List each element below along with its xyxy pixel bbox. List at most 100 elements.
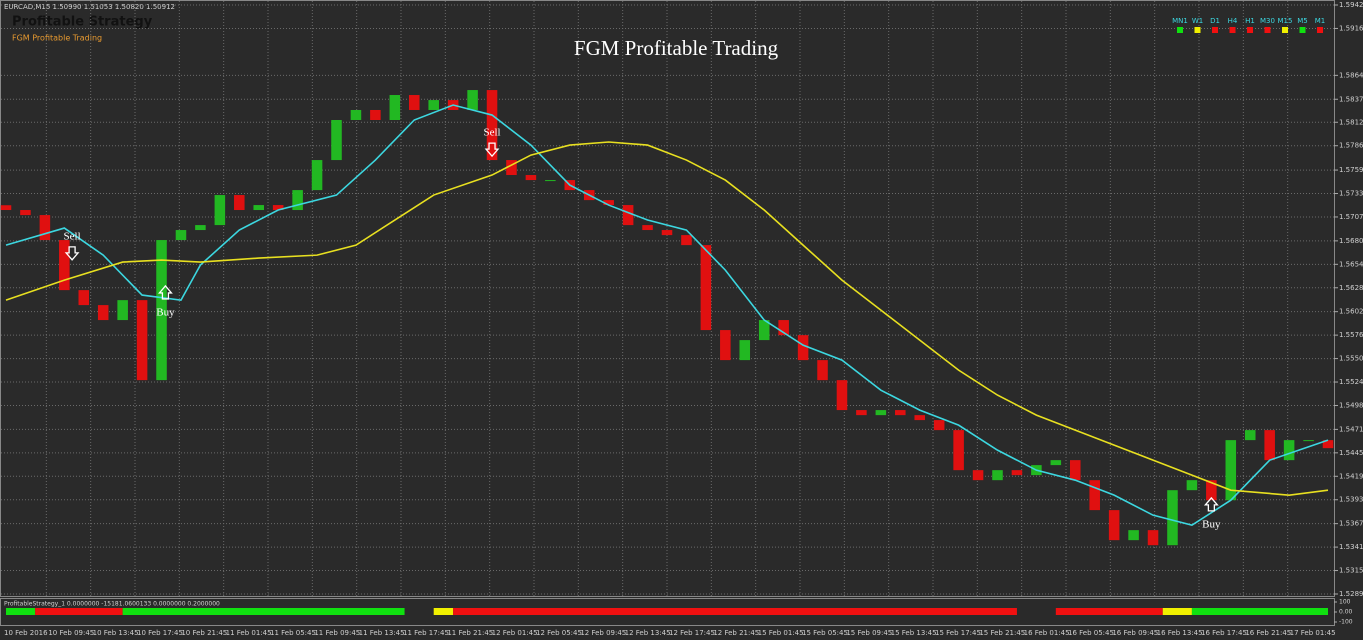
indicator-segment <box>1055 608 1163 615</box>
indicator-segment <box>122 608 405 615</box>
y-tick-label: 1.58375 <box>1339 95 1363 103</box>
candle-body <box>1283 440 1295 461</box>
x-tick-label: 10 Feb 2016 <box>4 629 48 637</box>
candle-body <box>350 109 362 121</box>
candle-body <box>195 225 206 231</box>
timeframe-label: MN1 <box>1172 17 1188 25</box>
candle-body <box>175 230 187 241</box>
x-tick-label: 12 Feb 21:45 <box>713 629 759 637</box>
x-tick-label: 16 Feb 21:45 <box>1245 629 1291 637</box>
candle-body <box>214 195 226 226</box>
y-tick-label: 1.56545 <box>1339 260 1363 268</box>
x-tick-label: 10 Feb 09:45 <box>48 629 94 637</box>
x-tick-label: 16 Feb 05:45 <box>1068 629 1114 637</box>
candle-body <box>20 210 31 216</box>
y-tick-label: 1.57590 <box>1339 166 1363 174</box>
candle-body <box>408 95 420 110</box>
timeframe-dot <box>1282 27 1288 33</box>
candle-body <box>720 330 731 361</box>
y-tick-label: 1.55500 <box>1339 355 1363 363</box>
candle-body <box>622 205 634 226</box>
y-tick-label: 1.54980 <box>1339 401 1363 409</box>
candle-body <box>39 215 51 241</box>
x-tick-label: 11 Feb 13:45 <box>359 629 405 637</box>
candle-body <box>117 300 128 321</box>
x-tick-label: 16 Feb 13:45 <box>1157 629 1203 637</box>
y-tick-label: 1.57860 <box>1339 142 1363 150</box>
chart-title: FGM Profitable Trading <box>574 36 779 60</box>
y-tick-label: 1.54455 <box>1339 449 1363 457</box>
timeframe-dot <box>1212 27 1218 33</box>
x-tick-label: 16 Feb 17:45 <box>1201 629 1247 637</box>
y-tick-label: 1.53935 <box>1339 496 1363 504</box>
candle-body <box>992 470 1003 481</box>
y-tick-label: 1.56020 <box>1339 308 1363 316</box>
indicator-tick-label: 100 <box>1339 599 1351 606</box>
x-tick-label: 15 Feb 05:45 <box>802 629 848 637</box>
y-tick-label: 1.56805 <box>1339 237 1363 245</box>
timeframe-dot <box>1264 27 1271 33</box>
candle-body <box>875 410 887 416</box>
candle-body <box>1147 530 1159 546</box>
candle-body <box>97 305 109 321</box>
x-tick-label: 10 Feb 21:45 <box>181 629 227 637</box>
symbol-info: EURCAD,M15 1.50990 1.51053 1.50820 1.509… <box>4 3 175 11</box>
candle-body <box>1108 510 1120 541</box>
candle-body <box>136 300 148 381</box>
timeframe-label: M5 <box>1297 17 1308 25</box>
candle-body <box>506 160 517 176</box>
y-tick-label: 1.54195 <box>1339 472 1363 480</box>
candle-body <box>0 205 12 211</box>
timeframe-dot <box>1229 27 1236 33</box>
x-tick-label: 16 Feb 01:45 <box>1024 629 1070 637</box>
timeframe-dot <box>1177 27 1183 33</box>
y-tick-label: 1.59420 <box>1339 1 1363 9</box>
timeframe-dot <box>1194 27 1201 33</box>
timeframe-label: M15 <box>1278 17 1293 25</box>
candle-body <box>661 230 673 236</box>
x-tick-label: 15 Feb 13:45 <box>891 629 937 637</box>
signal-label: Sell <box>483 127 500 139</box>
y-tick-label: 1.57070 <box>1339 213 1363 221</box>
candle-body <box>797 335 809 361</box>
y-tick-label: 1.59160 <box>1339 24 1363 32</box>
x-tick-label: 12 Feb 09:45 <box>580 629 626 637</box>
candle-body <box>1206 480 1217 501</box>
x-tick-label: 10 Feb 13:45 <box>93 629 139 637</box>
y-tick-label: 1.53150 <box>1339 567 1363 575</box>
candle-body <box>1128 530 1139 541</box>
candle-body <box>1186 480 1198 491</box>
timeframe-label: H1 <box>1245 17 1255 25</box>
candle-body <box>758 320 770 341</box>
signal-label: Buy <box>156 306 175 318</box>
candle-body <box>1167 490 1178 546</box>
candle-body <box>1225 440 1237 501</box>
signal-label: Sell <box>64 230 81 242</box>
main-frame <box>0 0 1335 597</box>
y-tick-label: 1.52890 <box>1339 590 1363 598</box>
indicator-tick-label: -100 <box>1339 619 1353 626</box>
x-tick-label: 12 Feb 01:45 <box>492 629 538 637</box>
x-tick-label: 11 Feb 05:45 <box>270 629 316 637</box>
signal-label: Buy <box>1202 518 1221 530</box>
candle-body <box>681 235 692 246</box>
signal-arrow <box>158 284 173 300</box>
candle-body <box>778 320 789 336</box>
x-tick-label: 17 Feb 01:45 <box>1290 629 1336 637</box>
indicator-segment <box>35 608 123 615</box>
candle-body <box>78 290 90 306</box>
candle-body <box>603 200 614 206</box>
candle-body <box>914 415 926 421</box>
candle-body <box>1069 460 1081 481</box>
x-tick-label: 15 Feb 01:45 <box>758 629 804 637</box>
candle-body <box>972 470 984 481</box>
candle-body <box>467 90 478 110</box>
y-tick-label: 1.55240 <box>1339 378 1363 386</box>
candle-body <box>856 410 867 416</box>
x-tick-label: 10 Feb 17:45 <box>137 629 183 637</box>
y-tick-label: 1.58640 <box>1339 71 1363 79</box>
indicator-tick-label: 0.00 <box>1339 609 1353 616</box>
x-tick-label: 12 Feb 13:45 <box>625 629 671 637</box>
indicator-label: ProfitableStrategy_1 0.0000000 -15181.06… <box>4 601 220 608</box>
indicator-segment <box>6 608 36 615</box>
